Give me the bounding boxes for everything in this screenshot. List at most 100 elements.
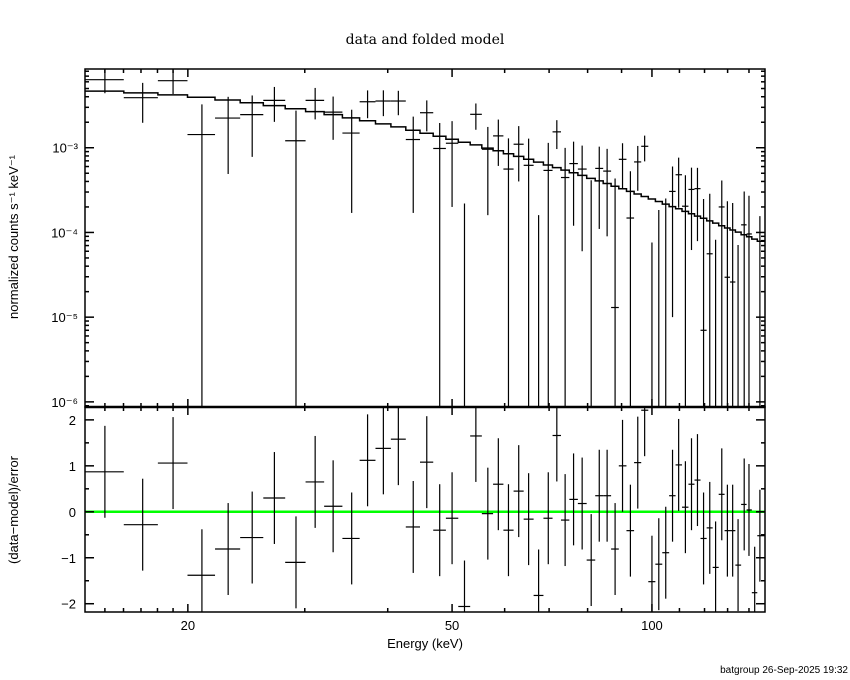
residual-point bbox=[305, 435, 325, 528]
data-point bbox=[682, 175, 689, 407]
data-point bbox=[730, 202, 736, 407]
data-point bbox=[375, 90, 391, 117]
top-y-tick-label: 10⁻⁴ bbox=[51, 225, 78, 240]
residual-point bbox=[569, 453, 578, 546]
data-point bbox=[123, 82, 158, 123]
residual-point bbox=[694, 434, 701, 527]
residual-point bbox=[405, 481, 421, 573]
residual-point bbox=[706, 481, 713, 574]
data-point bbox=[433, 122, 446, 407]
residual-point bbox=[751, 546, 758, 612]
residual-point bbox=[655, 518, 663, 611]
residual-point bbox=[735, 519, 742, 612]
residual-point bbox=[741, 458, 747, 551]
data-point bbox=[305, 87, 325, 120]
data-point bbox=[595, 146, 604, 229]
residual-point bbox=[603, 449, 612, 542]
data-point bbox=[503, 138, 514, 407]
residual-point bbox=[641, 407, 649, 457]
residual-point bbox=[240, 491, 264, 584]
data-point bbox=[669, 166, 676, 318]
bottom-y-tick-label: −1 bbox=[61, 551, 76, 566]
data-point bbox=[626, 171, 635, 407]
data-point bbox=[240, 95, 264, 157]
residual-point bbox=[560, 474, 570, 567]
residual-point bbox=[712, 521, 719, 612]
data-point bbox=[688, 167, 695, 251]
data-point bbox=[543, 142, 553, 407]
data-point bbox=[342, 109, 360, 213]
x-tick-label: 20 bbox=[181, 618, 195, 633]
data-point bbox=[675, 157, 683, 208]
bottom-y-tick-label: 1 bbox=[69, 459, 76, 474]
residual-point bbox=[611, 503, 619, 595]
residual-point bbox=[481, 467, 494, 560]
residual-point bbox=[215, 503, 241, 595]
top-y-tick-label: 10⁻⁶ bbox=[51, 395, 78, 410]
data-point bbox=[569, 141, 578, 226]
residual-point bbox=[634, 416, 642, 509]
data-point bbox=[420, 100, 434, 132]
residual-point bbox=[458, 560, 471, 612]
x-tick-label: 100 bbox=[641, 618, 663, 633]
bottom-panel-frame bbox=[84, 406, 766, 613]
data-point bbox=[560, 147, 570, 407]
data-point bbox=[263, 86, 286, 122]
residual-point bbox=[359, 414, 376, 507]
residual-point bbox=[718, 448, 725, 541]
residual-point bbox=[324, 460, 343, 553]
data-point bbox=[493, 119, 504, 166]
residual-point bbox=[123, 478, 158, 571]
residual-point bbox=[187, 529, 216, 612]
residual-point bbox=[533, 549, 544, 612]
data-point bbox=[324, 96, 343, 140]
data-point bbox=[641, 135, 649, 162]
data-point bbox=[445, 121, 459, 207]
top-panel-marks bbox=[85, 69, 765, 407]
data-point bbox=[700, 199, 707, 407]
residual-point bbox=[433, 484, 446, 577]
residual-point bbox=[493, 438, 504, 531]
data-point bbox=[706, 193, 713, 407]
residual-point bbox=[552, 407, 561, 482]
residual-point bbox=[342, 492, 360, 585]
bottom-y-tick-label: −2 bbox=[61, 597, 76, 612]
residual-point bbox=[157, 417, 188, 510]
residual-point bbox=[503, 484, 514, 577]
residual-point bbox=[688, 438, 695, 531]
residual-point bbox=[420, 416, 434, 509]
residual-point bbox=[577, 457, 587, 550]
data-point bbox=[694, 167, 701, 242]
top-panel-frame bbox=[84, 68, 766, 408]
data-point bbox=[405, 116, 421, 213]
data-point bbox=[741, 191, 747, 407]
top-y-tick-label: 10⁻³ bbox=[52, 141, 78, 156]
residual-point bbox=[513, 445, 524, 538]
top-y-tick-label: 10⁻⁵ bbox=[51, 310, 78, 325]
residual-point bbox=[662, 506, 670, 599]
residual-point bbox=[626, 484, 635, 577]
bottom-y-tick-label: 0 bbox=[69, 505, 76, 520]
residual-point bbox=[618, 419, 627, 512]
x-axis-label: Energy (keV) bbox=[387, 636, 463, 651]
residual-point bbox=[669, 449, 676, 542]
top-y-axis-label: normalized counts s⁻¹ keV⁻¹ bbox=[6, 154, 21, 319]
data-point bbox=[285, 110, 306, 407]
residual-point bbox=[700, 492, 707, 585]
data-point bbox=[523, 138, 534, 407]
residual-point bbox=[675, 418, 683, 511]
residual-point bbox=[445, 472, 459, 565]
residual-point bbox=[523, 473, 534, 566]
residual-point bbox=[85, 425, 124, 518]
residual-point bbox=[470, 407, 482, 482]
data-point bbox=[552, 120, 561, 150]
data-point bbox=[470, 103, 482, 130]
data-point bbox=[157, 70, 188, 94]
data-point bbox=[611, 178, 619, 407]
data-point bbox=[85, 69, 124, 94]
bottom-panel-marks bbox=[85, 407, 765, 612]
data-point bbox=[634, 145, 642, 191]
chart-title: data and folded model bbox=[346, 32, 505, 48]
residual-point bbox=[586, 514, 596, 607]
